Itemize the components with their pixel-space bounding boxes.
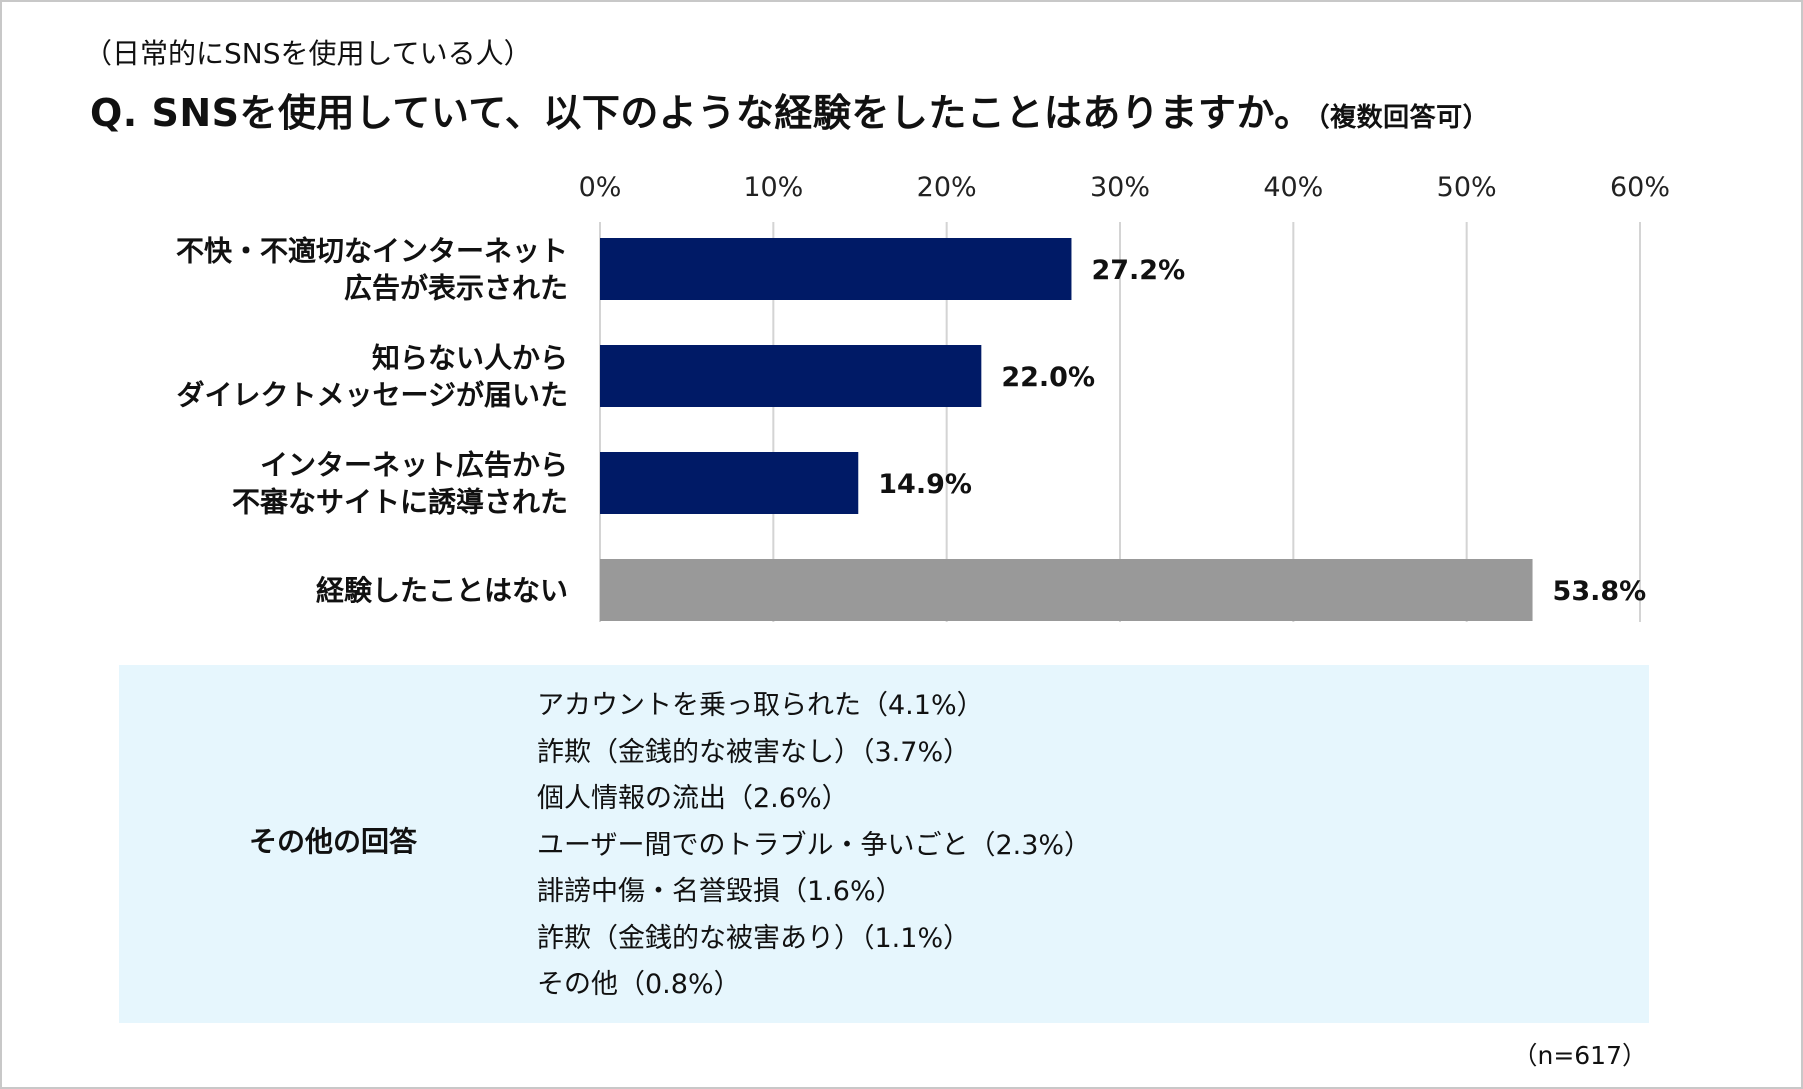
other-answers-box: その他の回答 アカウントを乗っ取られた（4.1%） 詐欺（金銭的な被害なし）（3… <box>119 665 1649 1023</box>
bar <box>600 452 859 514</box>
other-answer-item: アカウントを乗っ取られた（4.1%） <box>537 690 984 721</box>
sample-size: （n=617） <box>1512 1041 1647 1070</box>
x-tick-label: 0% <box>579 172 622 203</box>
category-label: ダイレクトメッセージが届いた <box>177 379 568 412</box>
category-label: 経験したことはない <box>316 574 568 607</box>
multiple-answer-note: （複数回答可） <box>1316 103 1490 133</box>
other-answer-item: ユーザー間でのトラブル・争いごと（2.3%） <box>537 829 1092 861</box>
category-label: 不審なサイトに誘導された <box>232 486 568 519</box>
bar-value-label: 53.8% <box>1553 576 1647 607</box>
question-text: Q. SNSを使用していて、以下のような経験をしたことはありますか。 <box>90 91 1313 135</box>
chart-title: Q. SNSを使用していて、以下のような経験をしたことはありますか。 （複数回答可… <box>90 82 1489 137</box>
bar <box>600 238 1072 300</box>
x-tick-label: 20% <box>917 172 977 203</box>
other-answers-heading: その他の回答 <box>249 825 418 858</box>
other-answers-list: アカウントを乗っ取られた（4.1%） 詐欺（金銭的な被害なし）（3.7%） 個人… <box>537 683 1091 1009</box>
category-label: インターネット広告から <box>260 449 568 482</box>
other-answer-item: その他（0.8%） <box>537 969 741 1000</box>
bar <box>600 345 982 407</box>
x-tick-label: 60% <box>1610 172 1670 203</box>
other-answer-item: 誹謗中傷・名誉毀損（1.6%） <box>537 876 903 907</box>
other-answer-item: 詐欺（金銭的な被害あり）（1.1%） <box>537 922 971 954</box>
chart-subtitle: （日常的にSNSを使用している人） <box>84 37 532 70</box>
category-label: 広告が表示された <box>344 272 568 305</box>
bar-chart: 0% 10% 20% 30% 40% 50% 60% 不快・不適切なインターネット広告が表示さ… <box>176 172 1670 622</box>
category-label: 不快・不適切なインターネット <box>176 235 568 268</box>
other-answer-item: 詐欺（金銭的な被害なし）（3.7%） <box>537 736 971 768</box>
bar <box>600 559 1533 621</box>
x-tick-label: 30% <box>1090 172 1150 203</box>
other-answer-item: 個人情報の流出（2.6%） <box>537 783 849 814</box>
x-tick-label: 50% <box>1437 172 1497 203</box>
category-label: 知らない人から <box>372 342 568 375</box>
bar-value-label: 22.0% <box>1001 362 1095 393</box>
bar-value-label: 27.2% <box>1091 255 1185 286</box>
bar-value-label: 14.9% <box>878 469 972 500</box>
x-tick-label: 40% <box>1263 172 1323 203</box>
x-tick-label: 10% <box>743 172 803 203</box>
